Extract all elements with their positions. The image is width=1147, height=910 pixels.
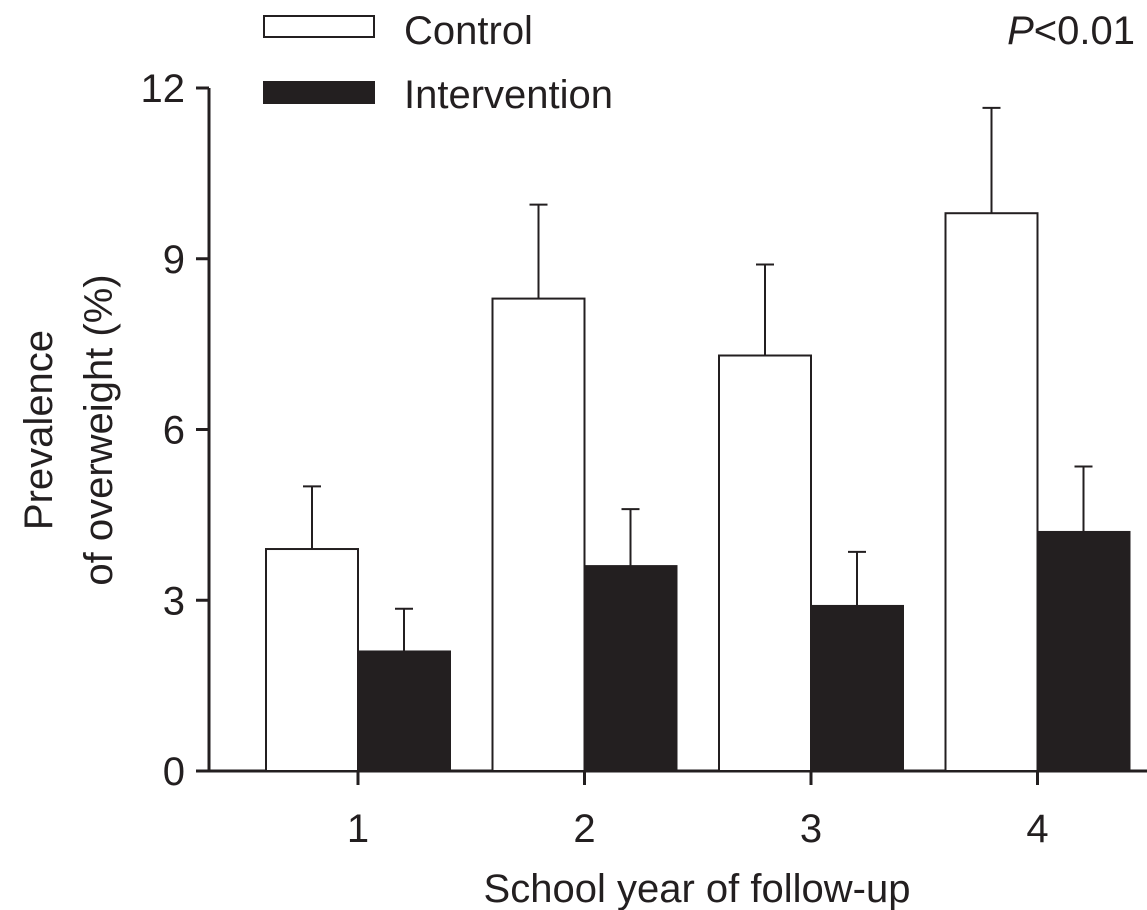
x-tick-label: 4 [1026,807,1048,851]
legend-swatch-intervention [263,81,375,104]
y-ticks: 0 3 6 9 12 [141,67,209,794]
x-axis-title: School year of follow-up [484,867,911,910]
bars [265,106,1131,773]
legend: Control Intervention [263,9,613,117]
p-value-rest: <0.01 [1034,9,1135,53]
legend-label-intervention: Intervention [404,73,613,117]
y-axis-title-line1: Prevalence [17,330,61,530]
bar-control [491,297,586,772]
y-tick-label: 0 [163,750,185,794]
bar-control [265,548,359,773]
p-value-annotation: P<0.01 [1007,9,1135,53]
bar-intervention [810,604,904,772]
x-tick-label: 3 [800,807,822,851]
y-axis-title: Prevalence of overweight (%) [17,274,121,585]
bar-intervention [357,650,451,772]
x-tick-label: 1 [347,807,369,851]
y-tick-label: 3 [163,579,185,623]
bar-intervention [1036,530,1131,773]
bar-control [718,354,812,772]
y-axis-title-line2: of overweight (%) [77,274,121,585]
legend-label-control: Control [404,9,533,53]
y-tick-label: 12 [141,67,186,111]
legend-swatch-control [263,15,375,38]
p-value-italic: P [1007,9,1034,53]
bar-intervention [583,565,678,772]
y-tick-label: 6 [163,409,185,453]
y-tick-label: 9 [163,238,185,282]
bar-control [944,212,1039,772]
x-tick-label: 2 [573,807,595,851]
x-ticks: 1 2 3 4 [347,771,1049,851]
